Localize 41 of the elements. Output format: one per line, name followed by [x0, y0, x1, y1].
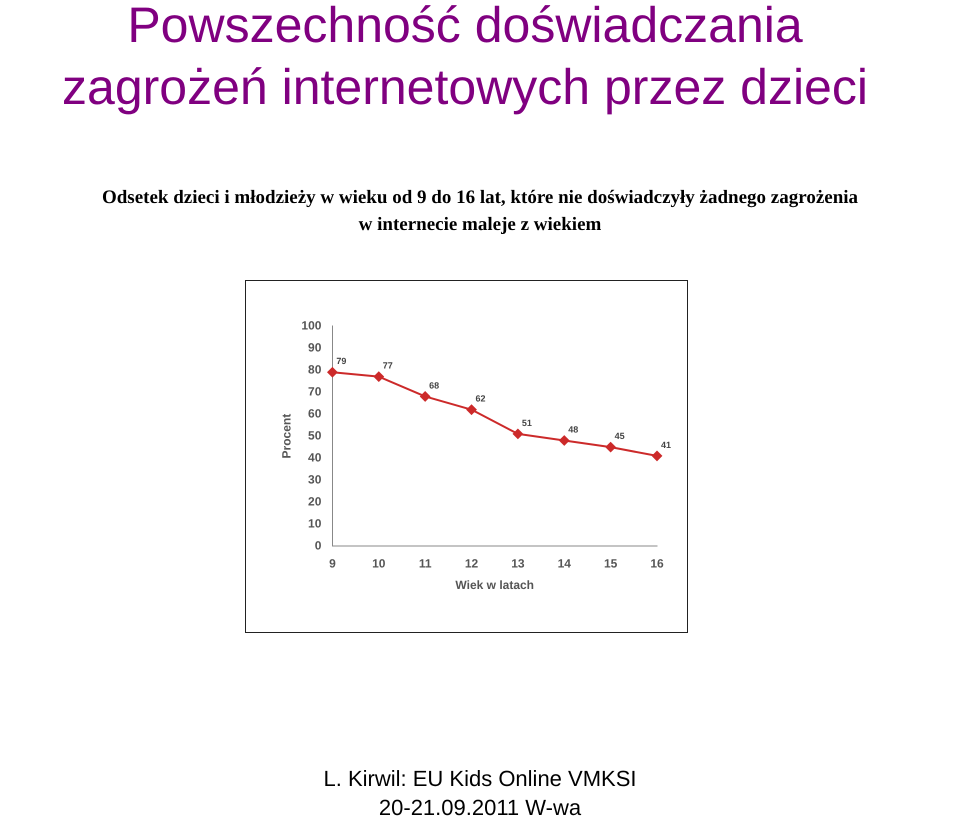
x-tick-label: 11 — [418, 556, 432, 571]
point — [606, 442, 616, 452]
data-label: 77 — [382, 360, 393, 371]
data-label: 79 — [336, 356, 346, 366]
text: L. Kirwil: EU Kids Online VMKSI — [322, 765, 638, 793]
chart-title: Powszechność doświadczania zagrożeń internetowych przez dzieci — [61, 0, 869, 117]
y-tick-label: 90 — [308, 340, 322, 354]
data-label: 68 — [429, 380, 440, 390]
point — [559, 436, 570, 446]
data-label: 51 — [522, 418, 532, 428]
y-tick-label: 50 — [308, 428, 322, 442]
y-tick-label: 10 — [308, 516, 322, 530]
x-tick-label: 13 — [511, 556, 525, 571]
data-label: 41 — [661, 440, 672, 450]
x-axis-title: Wiek w latach — [455, 578, 534, 592]
x-tick-label: 12 — [464, 556, 479, 571]
y-tick-label: 70 — [308, 384, 322, 398]
y-tick-label: 20 — [308, 494, 322, 508]
text: 20-21.09.2011 W-wa — [378, 794, 582, 819]
x-tick-label: 14 — [558, 556, 572, 571]
data-label: 45 — [614, 431, 625, 442]
y-tick-label: 80 — [308, 362, 322, 376]
y-tick-label: 60 — [308, 406, 322, 420]
point — [420, 391, 430, 402]
x-tick-label: 16 — [650, 556, 664, 571]
point — [466, 404, 477, 415]
point — [374, 372, 384, 382]
point — [327, 367, 338, 378]
y-axis-title: Procent — [280, 414, 294, 458]
chart-subtitle: Odsetek dzieci i młodzieży w wieku od 9 do 16 lat, które nie doświadczyły żadnego zagrożenia w internecie maleje z wiekiem — [100, 186, 860, 237]
point — [512, 428, 523, 439]
x-tick-label: 9 — [329, 556, 336, 571]
y-tick-label: 100 — [301, 318, 322, 332]
y-tick-label: 30 — [308, 472, 322, 486]
data-label: 62 — [476, 394, 486, 404]
y-tick-label: 40 — [308, 450, 322, 464]
x-tick-label: 10 — [372, 556, 386, 571]
data-label: 48 — [568, 424, 578, 434]
x-tick-label: 15 — [604, 556, 618, 571]
point — [652, 450, 662, 461]
y-tick-label: 0 — [314, 538, 322, 553]
